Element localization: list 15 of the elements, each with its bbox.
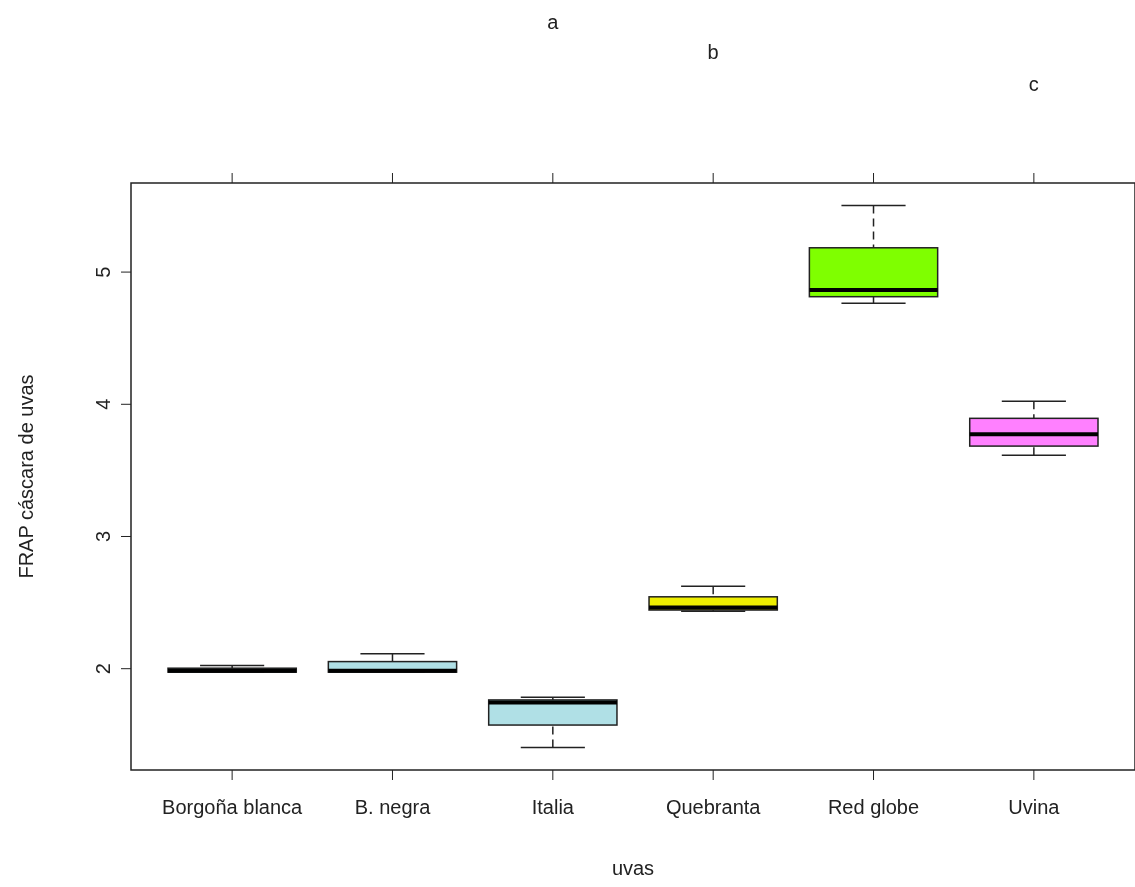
x-tick-label: Italia [531,796,575,819]
y-tick-label: 3 [92,530,114,543]
x-tick-label: B. negra [354,796,432,819]
x-axis-title: uvas [611,857,655,879]
x-tick-label: Red globe [827,796,920,819]
y-axis-title: FRAP cáscara de uvas [15,374,37,579]
y-tick-label: 2 [92,663,114,675]
text: a [547,11,560,33]
y-tick-label: 5 [92,266,114,278]
y-tick-label: 4 [92,398,114,410]
text: b [707,41,719,63]
text: c [1028,73,1039,95]
x-tick-label: Uvina [1008,796,1061,819]
x-tick-label: Quebranta [665,796,762,819]
x-tick-label: Borgoña blanca [162,796,304,819]
